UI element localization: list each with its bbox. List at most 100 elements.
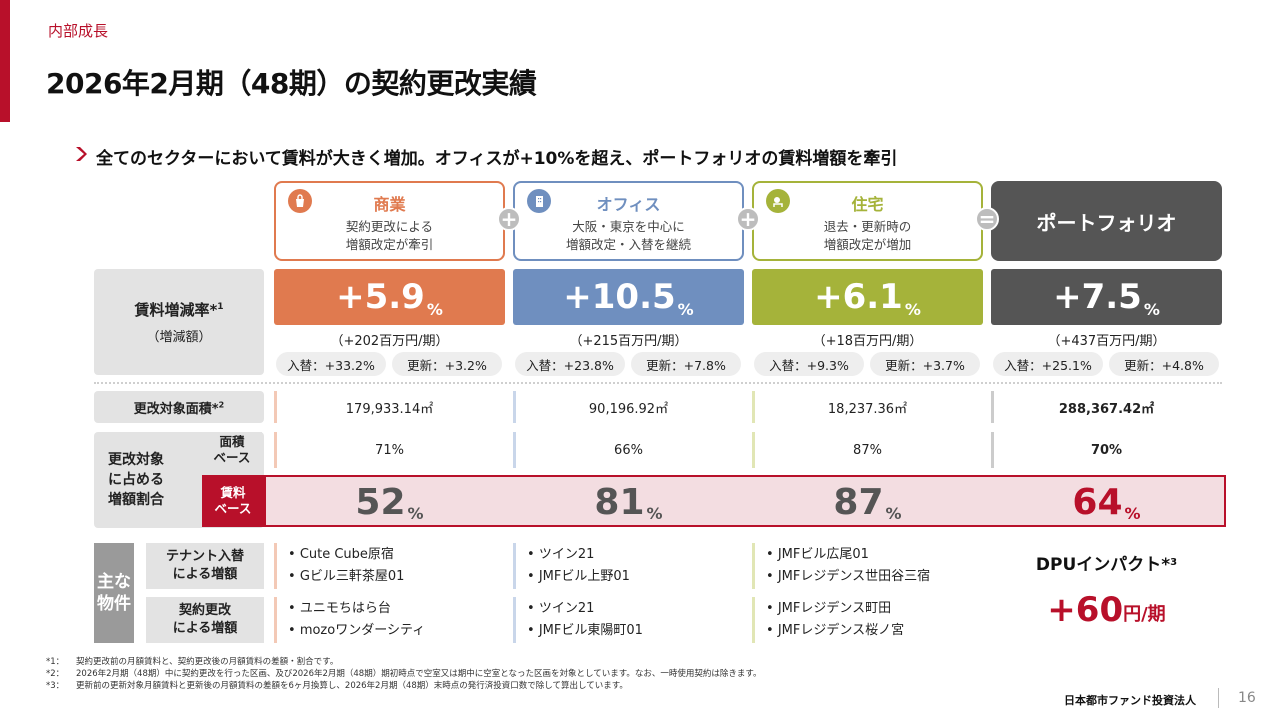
property-item: JMFビル東陽町01: [527, 620, 643, 642]
area-label: 更改対象面積*2: [94, 391, 264, 423]
column-marker: [991, 391, 994, 423]
rent-ratio-value: 64%: [991, 477, 1222, 527]
footnote-mark: *3：: [46, 681, 65, 691]
header-desc: 退去・更新時の 増額改定が増加: [823, 218, 912, 252]
properties-label: 主な 物件: [94, 543, 134, 643]
rent-rate-box: +7.5%: [991, 269, 1222, 325]
tenant-replace-label: テナント入替 による増額: [146, 543, 264, 589]
replace-rate-pill: 入替：+23.8%: [515, 352, 625, 376]
renewal-property-list: ユニモちはら台mozoワンダーシティ: [288, 598, 425, 642]
area-ratio-value: 87%: [853, 442, 882, 458]
accent-bar: [0, 0, 10, 122]
property-item: JMFレジデンス世田谷三宿: [766, 566, 930, 588]
page-title: 2026年2月期（48期）の契約更改実績: [46, 67, 537, 100]
column-marker: [991, 432, 994, 468]
rent-ratio-unit: %: [646, 504, 663, 523]
rent-rate-box: +6.1%: [752, 269, 983, 325]
tenant-property-list: Cute Cube原宿Gビル三軒茶屋01: [288, 544, 405, 588]
contract-renewal-label: 契約更改 による増額: [146, 597, 264, 643]
rent-ratio-value: 81%: [513, 477, 744, 527]
header-desc: 大阪・東京を中心に 増額改定・入替を継続: [565, 218, 691, 252]
divider: [94, 382, 1222, 384]
chevron-right-icon: [76, 147, 87, 161]
rent-ratio-number: 64: [1072, 481, 1123, 523]
renew-rate-pill: 更新：+3.2%: [392, 352, 502, 376]
rent-basis-label: 賃料 ベース: [202, 475, 264, 527]
footnote-text: 2026年2月期（48期）中に契約更改を行った区画、及び2026年2月期（48期…: [76, 669, 762, 679]
rent-ratio-value: 87%: [752, 477, 983, 527]
column-marker: [513, 543, 516, 589]
header-portfolio: ポートフォリオ: [991, 181, 1222, 261]
column-marker: [513, 432, 516, 468]
company-name: 日本都市ファンド投資法人: [1064, 694, 1196, 707]
plus-operator: +: [497, 207, 521, 231]
column-marker: [752, 391, 755, 423]
footnote-text: 契約更改前の月額賃料と、契約更改後の月額賃料の差額・割合です。: [76, 657, 339, 667]
area-value: 18,237.36㎡: [827, 401, 908, 417]
renew-rate-pill: 更新：+7.8%: [631, 352, 741, 376]
footnote-ref: 1: [217, 302, 224, 312]
subtitle: 全てのセクターにおいて賃料が大きく増加。オフィスが+10%を超え、ポートフォリオ…: [96, 149, 898, 169]
footnotes: *1： 契約更改前の月額賃料と、契約更改後の月額賃料の差額・割合です。 *2： 202…: [46, 656, 1196, 692]
rent-rate-box: +5.9%: [274, 269, 505, 325]
header-desc: 契約更改による 増額改定が牽引: [345, 218, 434, 252]
header-name: 住宅: [851, 194, 884, 214]
rent-rate-unit: %: [1143, 300, 1160, 319]
tenant-property-list: ツイン21JMFビル上野01: [527, 544, 630, 588]
property-item: ユニモちはら台: [288, 598, 425, 620]
property-item: JMFレジデンス桜ノ宮: [766, 620, 904, 642]
rent-change-title: 賃料増減率*: [134, 301, 218, 319]
footnote: *2： 2026年2月期（48期）中に契約更改を行った区画、及び2026年2月期（…: [46, 668, 1196, 680]
replace-rate-pill: 入替：+25.1%: [993, 352, 1103, 376]
rent-rate-value: +6.1: [814, 277, 903, 317]
footnote-text: 更新前の更新対象月額賃料と更新後の月額賃料の差額を6ヶ月換算し、2026年2月期…: [76, 681, 628, 691]
area-value: 90,196.92㎡: [588, 401, 669, 417]
rent-rate-value: +7.5: [1053, 277, 1142, 317]
rent-ratio-unit: %: [407, 504, 424, 523]
footnote-ref: 2: [218, 400, 225, 410]
area-ratio-value: 66%: [614, 442, 643, 458]
rent-rate-value: +10.5: [563, 277, 676, 317]
column-marker: [274, 543, 277, 589]
equals-operator: =: [975, 207, 999, 231]
dpu-impact: +60 円/期: [991, 590, 1222, 630]
renewal-property-list: JMFレジデンス町田JMFレジデンス桜ノ宮: [766, 598, 904, 642]
rent-change-label: 賃料増減率*1 （増減額）: [94, 269, 264, 375]
property-item: Cute Cube原宿: [288, 544, 404, 566]
column-marker: [752, 543, 755, 589]
rent-change-subtitle: （増減額）: [146, 330, 212, 345]
property-item: Gビル三軒茶屋01: [288, 566, 405, 588]
footnote: *1： 契約更改前の月額賃料と、契約更改後の月額賃料の差額・割合です。: [46, 656, 1196, 668]
rent-amount: （+215百万円/期）: [569, 333, 688, 349]
dpu-unit: 円/期: [1123, 604, 1166, 625]
share-title: 更改対象 に占める 増額割合: [108, 452, 164, 508]
property-item: JMFレジデンス町田: [766, 598, 904, 620]
dpu-value: +60: [1047, 590, 1124, 630]
property-item: mozoワンダーシティ: [288, 620, 425, 642]
footnote-mark: *1：: [46, 657, 65, 667]
area-value: 288,367.42㎡: [1058, 401, 1155, 417]
rent-rate-box: +10.5%: [513, 269, 744, 325]
rent-amount: （+18百万円/期）: [812, 333, 923, 349]
dpu-title: DPUインパクト*: [1035, 555, 1171, 575]
footnote: *3： 更新前の更新対象月額賃料と更新後の月額賃料の差額を6ヶ月換算し、2026年…: [46, 680, 1196, 692]
rent-rate-value: +5.9: [336, 277, 425, 317]
rent-ratio-value: 52%: [274, 477, 505, 527]
column-marker: [513, 597, 516, 643]
section-label: 内部成長: [48, 22, 109, 40]
rent-rate-unit: %: [904, 300, 921, 319]
page-number: 16: [1238, 690, 1256, 706]
replace-rate-pill: 入替：+33.2%: [276, 352, 386, 376]
renewal-property-list: ツイン21JMFビル東陽町01: [527, 598, 643, 642]
rent-basis-row: [264, 475, 1226, 527]
replace-rate-pill: 入替：+9.3%: [754, 352, 864, 376]
header-name: オフィス: [596, 194, 661, 214]
rent-amount: （+437百万円/期）: [1047, 333, 1166, 349]
footnote-mark: *2：: [46, 669, 65, 679]
rent-amount: （+202百万円/期）: [330, 333, 449, 349]
property-item: ツイン21: [527, 598, 643, 620]
shopping-bag-icon: [288, 189, 312, 213]
office-building-icon: [527, 189, 551, 213]
area-ratio-value: 71%: [375, 442, 404, 458]
column-marker: [752, 432, 755, 468]
